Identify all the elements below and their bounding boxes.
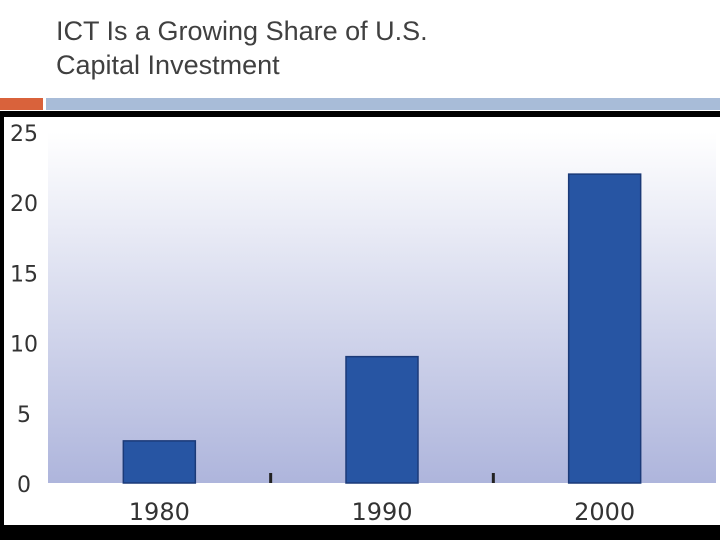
bar-2000 [567, 173, 642, 484]
x-tick-label-1990: 1990 [351, 498, 412, 526]
y-tick-label-10: 10 [10, 333, 38, 358]
slide-title: ICT Is a Growing Share of U.S. Capital I… [56, 16, 428, 80]
bar-1990 [345, 355, 419, 484]
y-tick-label-15: 15 [10, 262, 38, 287]
x-tick-label-1980: 1980 [129, 498, 190, 526]
bar-1980 [122, 440, 197, 484]
y-tick-label-25: 25 [10, 122, 38, 147]
x-tick-label-2000: 2000 [574, 498, 635, 526]
title-accent-bar [0, 98, 43, 110]
y-tick-label-0: 0 [17, 473, 31, 498]
y-tick-label-20: 20 [10, 192, 38, 217]
title-rule-bar [46, 98, 720, 110]
y-tick-label-5: 5 [17, 403, 31, 428]
